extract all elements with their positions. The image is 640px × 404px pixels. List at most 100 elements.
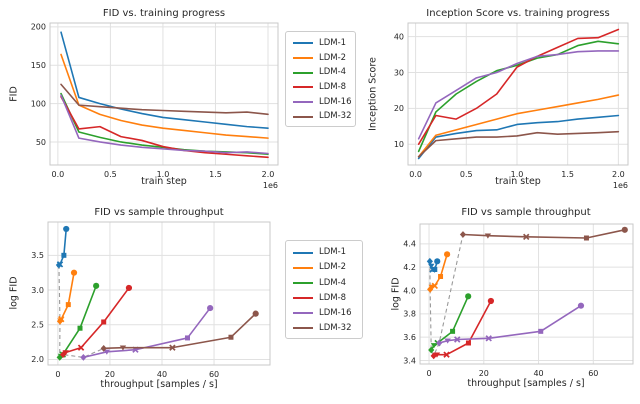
marker-diamond (459, 231, 467, 238)
marker-square (583, 235, 589, 241)
y-tick-label: 100 (31, 99, 46, 108)
legend-label: LDM-1 (319, 247, 347, 258)
marker-circle (465, 293, 472, 300)
marker-triangle-down (433, 352, 441, 358)
y-tick-label: 3.4 (403, 356, 416, 365)
marker-square (438, 274, 444, 279)
legend-entry-ldm-32: LDM-32 (293, 112, 352, 121)
x-tick-label: 1.5 (209, 170, 222, 179)
y-tick-label: 3.6 (403, 333, 416, 342)
marker-diamond (426, 257, 433, 265)
marker-diamond (56, 353, 63, 361)
marker-triangle-down (444, 338, 451, 344)
ldm-16-line (60, 94, 269, 155)
legend-line-sample (293, 71, 313, 74)
chart4-xlabel: throughput [samples / s] (467, 378, 585, 389)
legend-entry-ldm-4: LDM-4 (293, 68, 348, 77)
ldm-32-line (102, 312, 257, 350)
y-tick-label: 200 (31, 23, 46, 32)
legend-entry-ldm-1: LDM-1 (293, 39, 348, 48)
legend-label: LDM-4 (319, 67, 347, 78)
ldm-1-line (58, 228, 68, 266)
ldm-2-line (60, 53, 269, 139)
marker-triangle-down (484, 233, 492, 239)
legend-line-sample (293, 251, 313, 254)
y-tick-label: 2.0 (31, 355, 44, 364)
marker-x (56, 261, 64, 268)
fid-vs-training-progress-chart: 0.0 0.5 1.0 1.5 2.0 50 100 150 200 (31, 22, 279, 179)
marker-x (523, 233, 530, 241)
legend-label: LDM-32 (319, 323, 352, 334)
chart2-x-offset: 1e6 (612, 181, 628, 190)
ldm-16-line (417, 50, 620, 140)
y-tick-label: 50 (36, 138, 46, 147)
legend-entry-ldm-1: LDM-1 (293, 248, 355, 257)
legend-entry-ldm-16: LDM-16 (293, 98, 352, 107)
marker-circle (252, 310, 259, 317)
dashed-reference-line (429, 234, 464, 358)
marker-x (431, 282, 438, 290)
legend-entry-ldm-32: LDM-32 (293, 324, 355, 333)
legend-line-sample (293, 86, 313, 89)
x-tick-label: 0.5 (104, 170, 117, 179)
x-tick-label: 0.0 (52, 170, 65, 179)
marker-circle (434, 258, 441, 265)
legend-label: LDM-16 (319, 96, 352, 107)
marker-circle (487, 297, 495, 305)
marker-circle (444, 251, 451, 258)
marker-square (77, 325, 83, 331)
plot-border (419, 223, 634, 365)
chart3-xlabel: throughput [samples / s] (100, 379, 218, 390)
y-tick-label: 10 (394, 140, 404, 149)
chart1-ylabel: FID (8, 86, 20, 102)
legend-line-sample (293, 327, 313, 330)
x-tick-label: 1.0 (157, 170, 170, 179)
chart3-ylabel: log FID (8, 276, 20, 310)
legend-label: LDM-16 (319, 307, 352, 318)
legend-line-sample (293, 56, 313, 59)
ldm-8-line (62, 287, 130, 356)
fid-vs-sample-throughput-right-chart: 0 20 40 60 3.4 3.6 3.8 4.0 4.2 4.4 (403, 223, 634, 378)
legend-bottom: LDM-1 LDM-2 LDM-4 LDM-8 LDM-16 LDM-32 (285, 240, 363, 339)
marker-diamond (80, 353, 87, 361)
plot-border (47, 221, 271, 366)
legend-entry-ldm-8: LDM-8 (293, 83, 348, 92)
legend-entry-ldm-8: LDM-8 (293, 294, 355, 303)
marker-x (169, 344, 176, 351)
legend-label: LDM-1 (319, 38, 347, 49)
marker-circle (207, 304, 214, 312)
y-tick-label: 3.5 (31, 251, 44, 260)
marker-x (77, 344, 85, 351)
x-tick-label: 60 (588, 369, 598, 378)
marker-triangle-down (62, 350, 69, 356)
y-tick-label: 3.0 (31, 286, 44, 295)
legend-line-sample (293, 100, 313, 103)
x-tick-label: 2.0 (262, 170, 275, 179)
x-tick-label: 20 (105, 370, 115, 379)
legend-label: LDM-2 (319, 52, 347, 63)
x-tick-label: 20 (479, 369, 489, 378)
chart4-ylabel: log FID (390, 277, 402, 311)
ldm-1-line (60, 31, 269, 129)
marker-square (61, 252, 67, 258)
ldm-2-line (59, 271, 75, 323)
y-tick-label: 20 (394, 104, 404, 113)
marker-triangle-down (428, 263, 435, 269)
marker-circle (93, 282, 100, 289)
marker-circle (63, 225, 70, 233)
legend-entry-ldm-2: LDM-2 (293, 263, 355, 272)
chart4-title: FID vs sample throughput (461, 207, 591, 218)
y-tick-label: 3.8 (403, 310, 416, 319)
legend-entry-ldm-4: LDM-4 (293, 279, 355, 288)
y-tick-label: 40 (394, 32, 404, 41)
ldm-32-line (417, 130, 620, 158)
legend-label: LDM-8 (319, 82, 347, 93)
legend-label: LDM-2 (319, 262, 347, 273)
chart2-xlabel: train step (495, 176, 541, 187)
legend-line-sample (293, 297, 313, 300)
marker-square (184, 335, 190, 341)
y-tick-label: 150 (31, 61, 46, 70)
x-tick-label: 40 (157, 370, 167, 379)
marker-triangle-down (103, 349, 111, 355)
